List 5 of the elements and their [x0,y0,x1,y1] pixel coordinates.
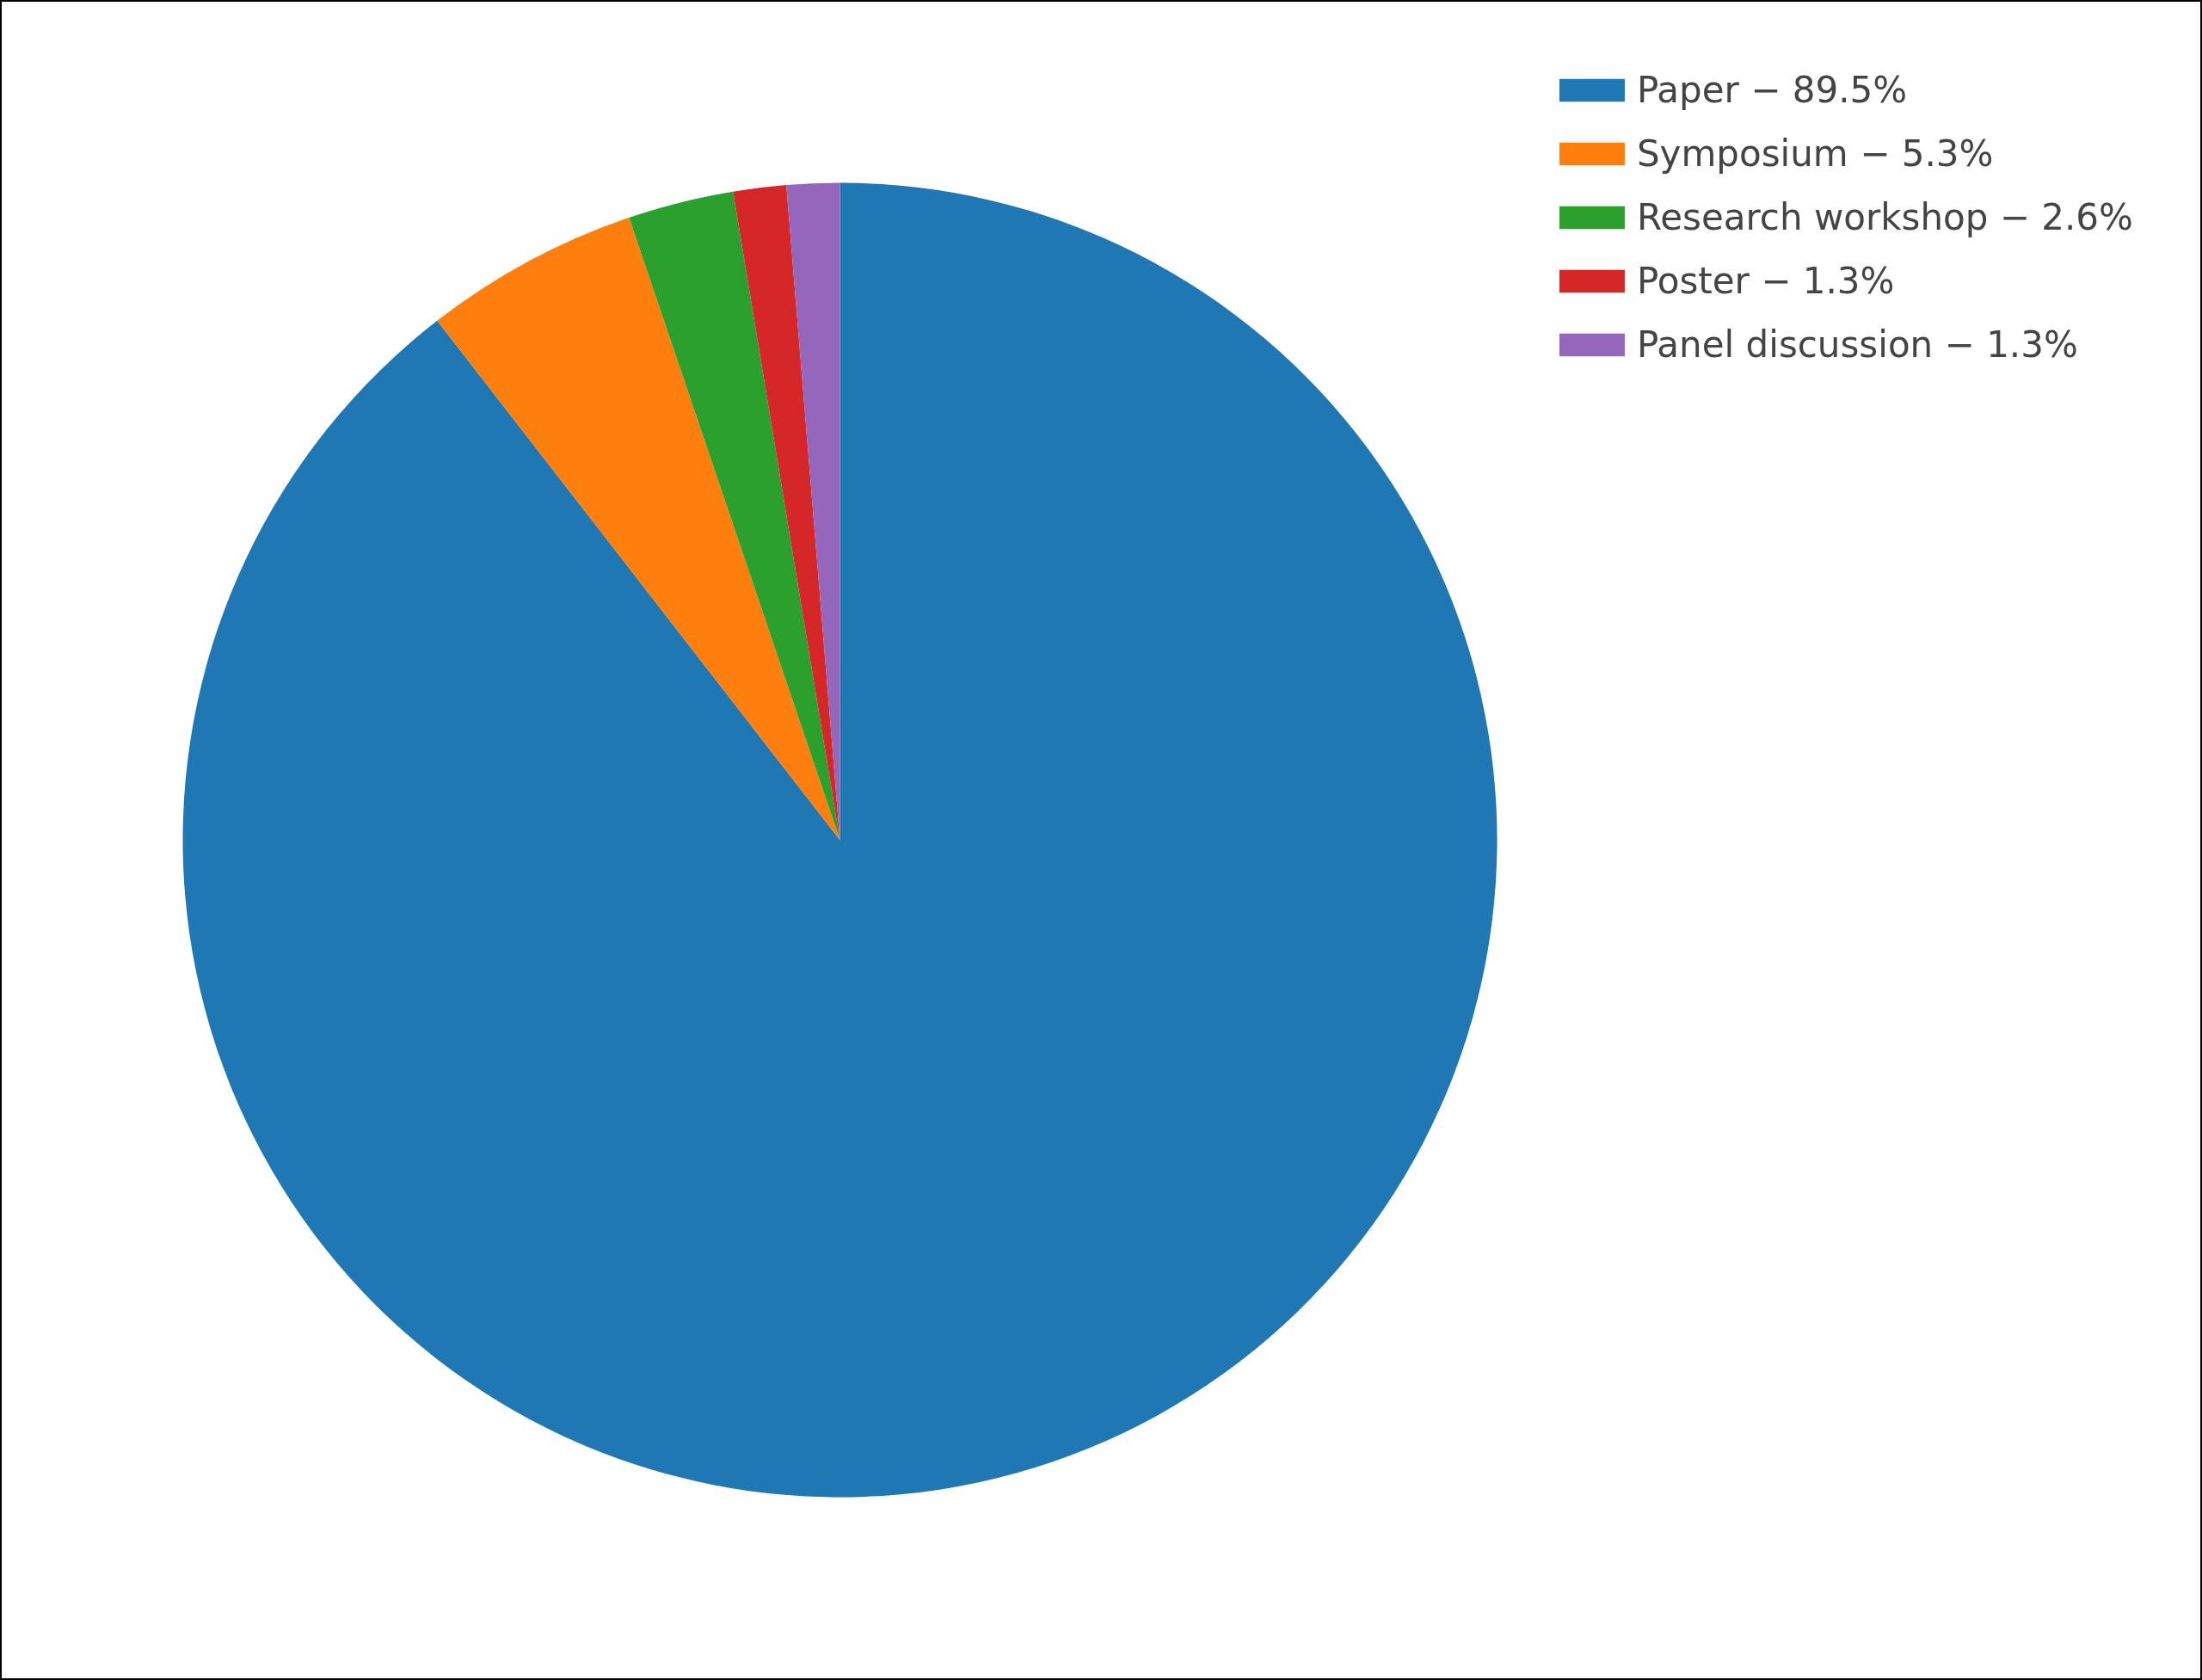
legend-label: Poster − 1.3% [1636,260,1895,302]
legend-label: Paper − 89.5% [1636,69,1908,111]
legend-label: Panel discussion − 1.3% [1636,323,2078,366]
legend-label: Research workshop − 2.6% [1636,196,2133,238]
legend-label: Symposium − 5.3% [1636,132,1994,175]
